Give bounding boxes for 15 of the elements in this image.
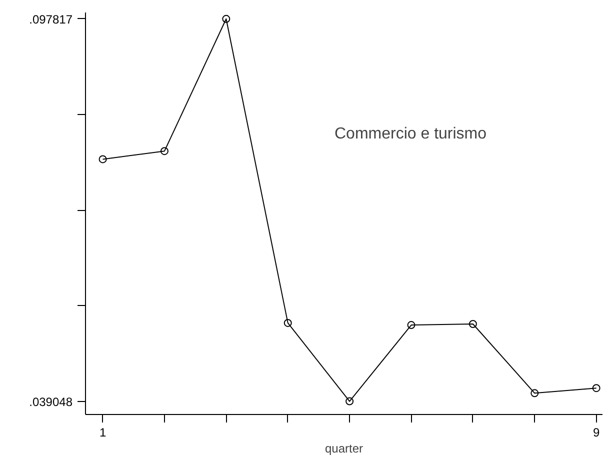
point [407,321,416,330]
point [468,320,477,328]
x-axis-title: quarter [324,442,364,456]
y-tick-label: .097817 [29,12,73,26]
annotation: Commercio e turismo [334,126,487,142]
point [346,397,354,406]
point [222,14,230,23]
x-tick-label: 1 [99,426,106,440]
point [530,389,539,398]
point [98,155,107,164]
point [284,318,292,327]
point [160,147,168,156]
x-tick-label: 9 [592,426,600,440]
point [592,384,600,392]
y-tick-label: .039048 [29,394,73,409]
